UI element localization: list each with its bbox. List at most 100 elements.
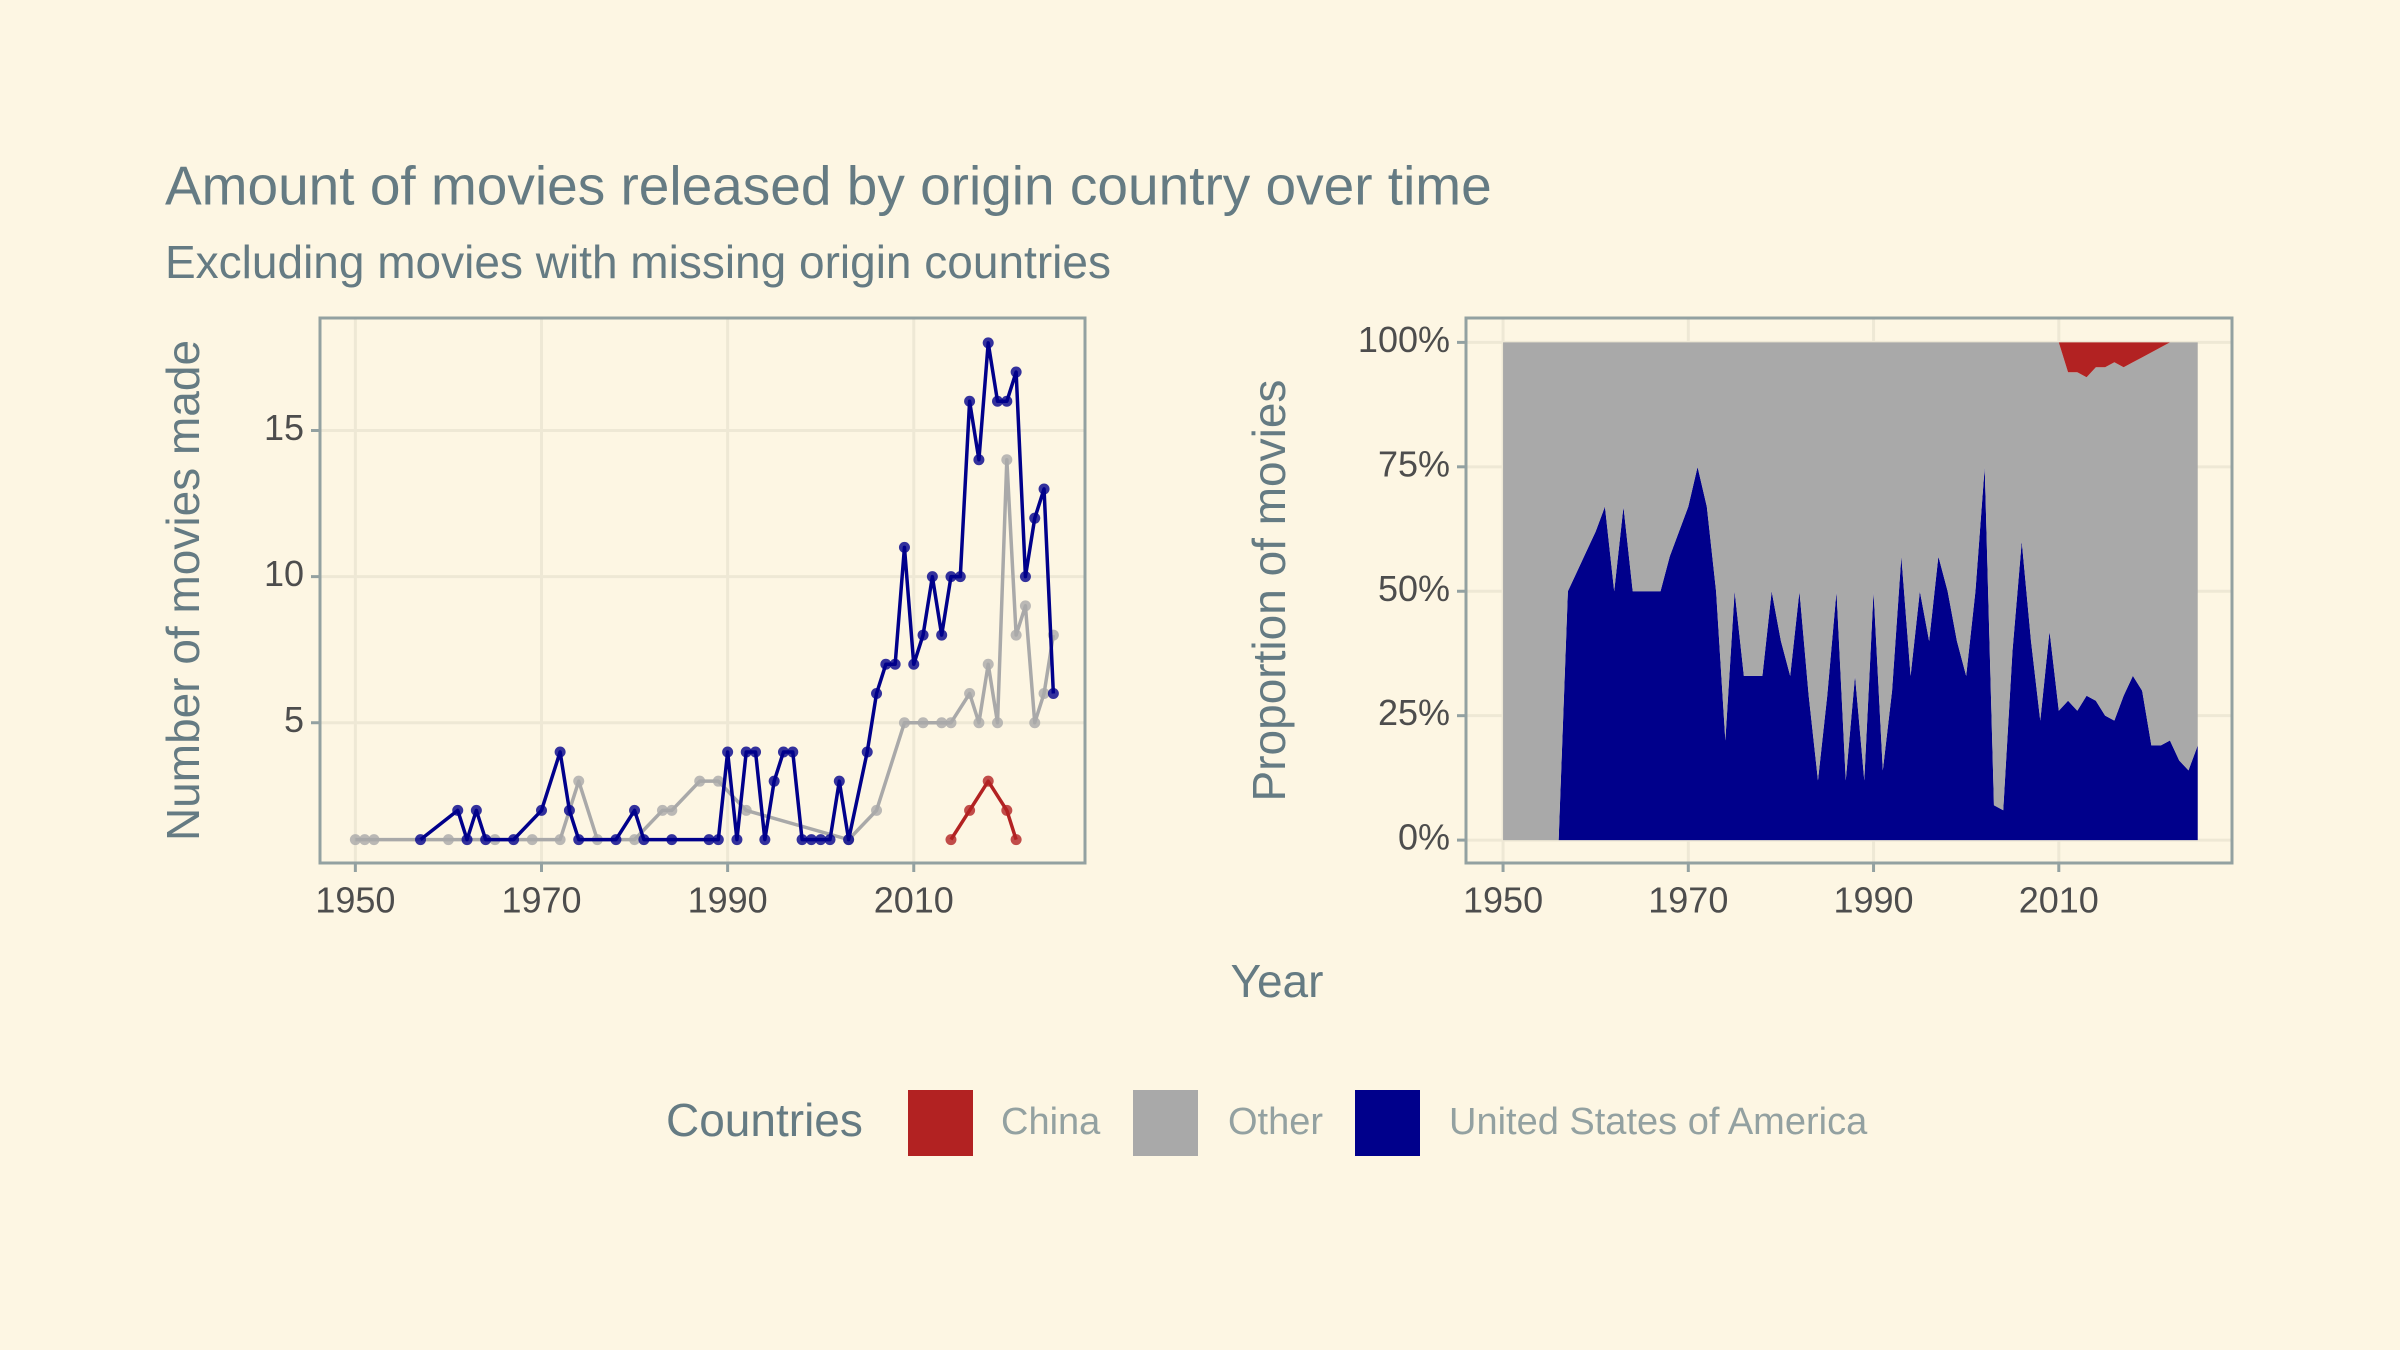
y-axis-title: Number of movies made — [157, 340, 209, 841]
y-tick-label: 75% — [1378, 443, 1450, 484]
y-tick-label: 0% — [1398, 817, 1450, 858]
y-tick-label: 50% — [1378, 568, 1450, 609]
data-point — [1038, 483, 1050, 495]
data-point — [964, 804, 976, 816]
data-point — [936, 717, 948, 729]
data-point — [871, 688, 883, 700]
data-point — [964, 395, 976, 407]
data-point — [1010, 629, 1022, 641]
panel: 1950 1970 1990 2010 5 10 15 Number of movies ma… — [157, 316, 1087, 921]
data-point — [843, 834, 855, 846]
data-point — [945, 571, 957, 583]
legend-label: United States of America — [1449, 1101, 1868, 1143]
data-point — [722, 746, 734, 758]
legend-key — [1133, 1090, 1198, 1156]
data-point — [1001, 804, 1013, 816]
data-point — [349, 834, 361, 846]
legend-label: Other — [1228, 1101, 1323, 1143]
data-point — [573, 834, 585, 846]
data-point — [368, 834, 380, 846]
data-point — [1029, 717, 1041, 729]
data-point — [833, 775, 845, 787]
data-point — [759, 834, 771, 846]
legend-key — [1355, 1090, 1420, 1156]
data-point — [1047, 688, 1059, 700]
data-point — [1010, 834, 1022, 846]
data-point — [694, 775, 706, 787]
legend-label: China — [1001, 1101, 1101, 1143]
data-point — [917, 629, 929, 641]
data-point — [917, 717, 929, 729]
data-point — [666, 834, 678, 846]
data-point — [908, 658, 920, 670]
series-area — [1503, 466, 2198, 841]
data-point — [1001, 395, 1013, 407]
data-point — [712, 834, 724, 846]
data-point — [638, 834, 650, 846]
data-point — [573, 775, 585, 787]
x-tick-label: 2010 — [874, 880, 954, 921]
chart-title: Amount of movies released by origin coun… — [165, 155, 1492, 217]
x-tick-label: 1950 — [1463, 880, 1543, 921]
data-point — [1019, 571, 1031, 583]
x-tick-label: 1950 — [315, 880, 395, 921]
y-tick-label: 5 — [284, 699, 304, 740]
data-point — [666, 804, 678, 816]
x-tick-label: 1970 — [501, 880, 581, 921]
y-tick-label: 10 — [264, 553, 304, 594]
data-point — [629, 834, 641, 846]
data-point — [945, 717, 957, 729]
data-point — [926, 571, 938, 583]
data-point — [964, 688, 976, 700]
panel-border — [1464, 316, 2234, 865]
data-point — [898, 541, 910, 553]
data-point — [359, 834, 371, 846]
data-point — [936, 629, 948, 641]
data-point — [1010, 366, 1022, 378]
data-point — [815, 834, 827, 846]
data-point — [992, 717, 1004, 729]
data-point — [508, 834, 520, 846]
x-tick-label: 1990 — [688, 880, 768, 921]
data-point — [610, 834, 622, 846]
y-tick-label: 100% — [1358, 319, 1450, 360]
y-axis-title: Proportion of movies — [1243, 380, 1295, 802]
data-point — [871, 804, 883, 816]
data-point — [554, 834, 566, 846]
panel: 1950 1970 1990 2010 0% 25% 50% 75% 100% Proportio… — [1243, 316, 2234, 921]
data-point — [861, 746, 873, 758]
data-point — [470, 804, 482, 816]
data-point — [563, 804, 575, 816]
data-point — [731, 834, 743, 846]
data-point — [740, 746, 752, 758]
data-point — [740, 804, 752, 816]
x-tick-label: 1970 — [1648, 880, 1728, 921]
data-point — [442, 834, 454, 846]
data-point — [452, 804, 464, 816]
data-point — [526, 834, 538, 846]
data-point — [982, 658, 994, 670]
x-tick-label: 2010 — [2019, 880, 2099, 921]
data-point — [796, 834, 808, 846]
data-point — [1029, 512, 1041, 524]
data-point — [889, 658, 901, 670]
data-point — [415, 834, 427, 846]
data-point — [898, 717, 910, 729]
data-point — [656, 804, 668, 816]
data-point — [480, 834, 492, 846]
x-axis-title: Year — [1231, 955, 1324, 1007]
data-point — [787, 746, 799, 758]
data-point — [805, 834, 817, 846]
legend-key — [908, 1090, 973, 1156]
series-area — [1503, 342, 2198, 841]
data-point — [982, 775, 994, 787]
data-point — [750, 746, 762, 758]
data-point — [461, 834, 473, 846]
data-point — [703, 834, 715, 846]
y-tick-label: 25% — [1378, 692, 1450, 733]
y-tick-label: 15 — [264, 407, 304, 448]
data-point — [982, 337, 994, 349]
data-point — [712, 775, 724, 787]
data-point — [535, 804, 547, 816]
x-tick-label: 1990 — [1833, 880, 1913, 921]
